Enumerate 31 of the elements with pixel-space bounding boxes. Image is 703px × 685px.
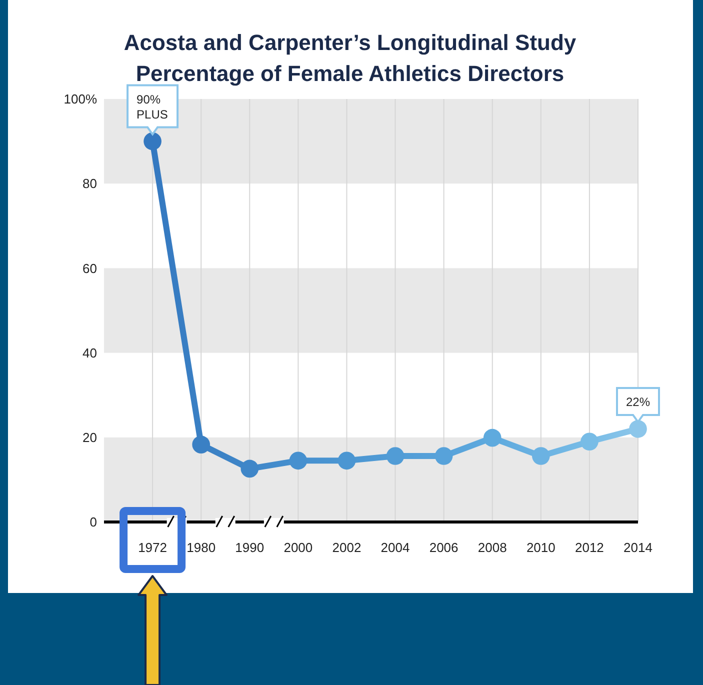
annotation: 22% xyxy=(626,394,650,409)
point xyxy=(629,420,647,438)
x-tick-label: 1990 xyxy=(235,540,264,555)
y-tick-label: 60 xyxy=(82,260,97,276)
point xyxy=(483,428,502,447)
x-tick-label: 2014 xyxy=(624,540,652,555)
y-tick-label: 0 xyxy=(90,514,97,530)
point xyxy=(338,452,356,470)
x-tick-label: 2000 xyxy=(284,540,313,555)
point xyxy=(240,460,259,478)
point xyxy=(289,452,308,470)
chart-title: Acosta and Carpenter’s Longitudinal Study Percentage of Female Athletics Directors xyxy=(124,30,577,86)
x-tick-label: 2006 xyxy=(429,540,458,555)
annotation: 90% PLUS xyxy=(136,92,168,122)
x-tick-label: 2002 xyxy=(332,540,362,555)
x-tick-label: 1972 xyxy=(138,540,168,555)
point xyxy=(532,447,550,465)
y-tick-label: 40 xyxy=(82,345,97,360)
x-tick-label: 2012 xyxy=(574,540,604,555)
y-tick-label: 80 xyxy=(82,176,97,192)
y-tick-label: 100% xyxy=(64,92,98,107)
point xyxy=(192,436,210,454)
x-tick-label: 2010 xyxy=(526,540,556,555)
point xyxy=(434,447,453,465)
x-tick-label: 1980 xyxy=(186,540,216,555)
point xyxy=(386,447,404,465)
y-tick-label: 20 xyxy=(82,430,97,445)
point xyxy=(580,432,598,451)
point xyxy=(144,132,162,150)
x-tick-label: 2004 xyxy=(380,540,410,555)
x-tick-label: 2008 xyxy=(478,540,507,555)
